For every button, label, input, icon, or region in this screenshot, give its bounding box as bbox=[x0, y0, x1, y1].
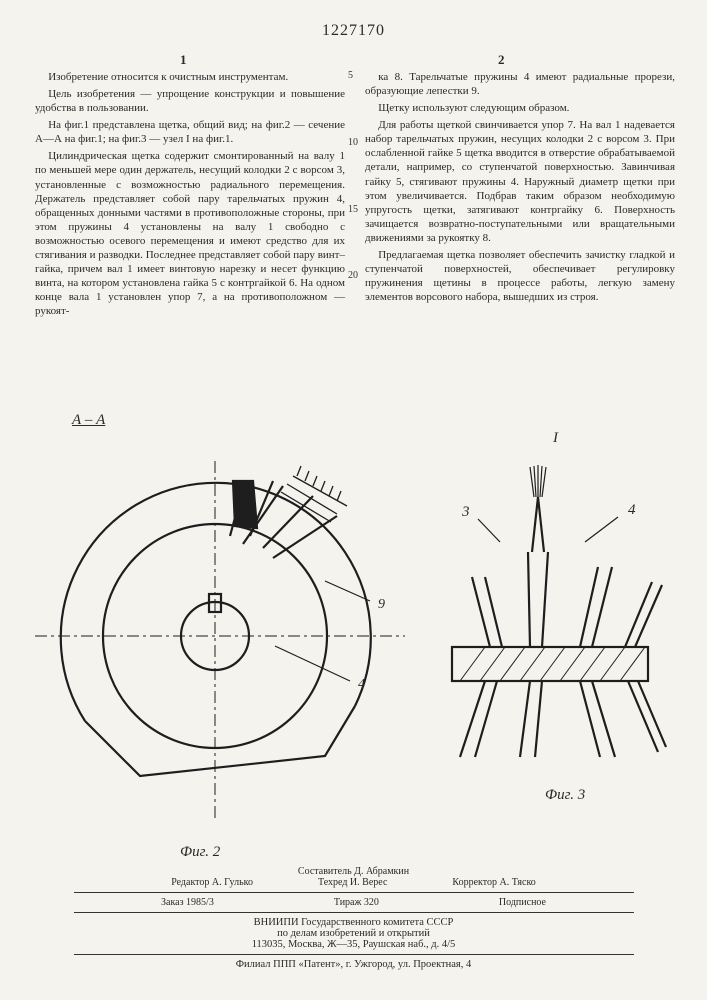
footer-rule bbox=[74, 892, 634, 893]
footer-compiler: Составитель Д. Абрамкин bbox=[0, 866, 707, 877]
callout-4: 4 bbox=[358, 677, 365, 693]
footer-addr: 113035, Москва, Ж—35, Раушская наб., д. … bbox=[0, 939, 707, 950]
footer-order: Заказ 1985/3 bbox=[161, 897, 214, 908]
footer-rule bbox=[74, 912, 634, 913]
footer-tirazh: Тираж 320 bbox=[334, 897, 379, 908]
figures-area: А – А I bbox=[0, 412, 707, 872]
paragraph: На фиг.1 представлена щетка, общий вид; … bbox=[35, 118, 345, 146]
col-marker-left: 1 bbox=[180, 52, 187, 68]
col-marker-right: 2 bbox=[498, 52, 505, 68]
detail-label: I bbox=[553, 430, 558, 447]
doc-number: 1227170 bbox=[0, 22, 707, 40]
page: 1227170 1 2 5 10 15 20 Изобретение относ… bbox=[0, 0, 707, 1000]
callout-9: 9 bbox=[378, 597, 385, 613]
footer-tech: Техред И. Верес bbox=[318, 877, 387, 888]
text-columns: Изобретение относится к очистным инструм… bbox=[35, 70, 675, 321]
footer-editor: Редактор А. Гулько bbox=[171, 877, 253, 888]
paragraph: Цель изобретения — упрощение конструкции… bbox=[35, 87, 345, 115]
left-column: Изобретение относится к очистным инструм… bbox=[35, 70, 345, 321]
right-column: ка 8. Тарельчатые пружины 4 имеют радиал… bbox=[365, 70, 675, 321]
footer-credits: Редактор А. Гулько Техред И. Верес Корре… bbox=[0, 877, 707, 888]
footer-corrector: Корректор А. Тяско bbox=[452, 877, 535, 888]
fig2-label: Фиг. 2 bbox=[180, 844, 220, 861]
callout-3: 3 bbox=[462, 504, 470, 521]
footer-rule bbox=[74, 954, 634, 955]
paragraph: ка 8. Тарельчатые пружины 4 имеют радиал… bbox=[365, 70, 675, 98]
footer: Составитель Д. Абрамкин Редактор А. Гуль… bbox=[0, 866, 707, 970]
callout-4b: 4 bbox=[628, 502, 636, 519]
paragraph: Предлагаемая щетка позволяет обеспечить … bbox=[365, 248, 675, 304]
footer-subscribe: Подписное bbox=[499, 897, 546, 908]
paragraph: Изобретение относится к очистным инструм… bbox=[35, 70, 345, 84]
footer-org1: ВНИИПИ Государственного комитета СССР bbox=[0, 917, 707, 928]
fig3-label: Фиг. 3 bbox=[545, 787, 585, 804]
paragraph: Цилиндрическая щетка содержит смонтирова… bbox=[35, 149, 345, 318]
footer-order-row: Заказ 1985/3 Тираж 320 Подписное bbox=[0, 897, 707, 908]
paragraph: Щетку используют следующим образом. bbox=[365, 101, 675, 115]
fig2-svg bbox=[25, 426, 425, 846]
paragraph: Для работы щеткой свинчивается упор 7. Н… bbox=[365, 118, 675, 245]
footer-org2: по делам изобретений и открытий bbox=[0, 928, 707, 939]
footer-branch: Филиал ППП «Патент», г. Ужгород, ул. Про… bbox=[0, 959, 707, 970]
